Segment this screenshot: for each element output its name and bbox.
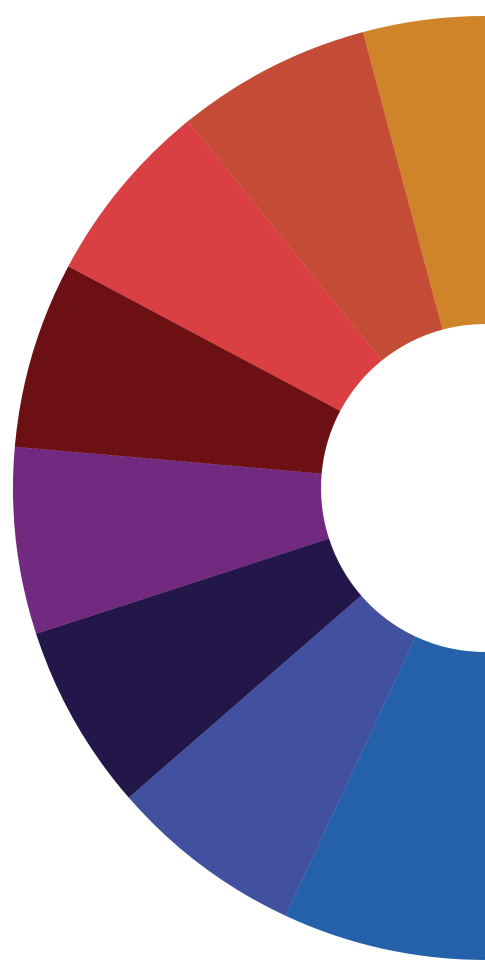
- wheel-segment-indigo: [128, 595, 416, 916]
- wheel-segment-orange: [362, 16, 485, 330]
- wheel-segment-deep-indigo: [36, 538, 362, 798]
- wheel-segment-blue: [285, 636, 485, 960]
- wheel-segment-red: [68, 121, 382, 412]
- wheel-segment-purple: [13, 446, 330, 634]
- wheel-segment-maroon: [14, 266, 341, 474]
- wheel-segment-brick: [187, 32, 443, 361]
